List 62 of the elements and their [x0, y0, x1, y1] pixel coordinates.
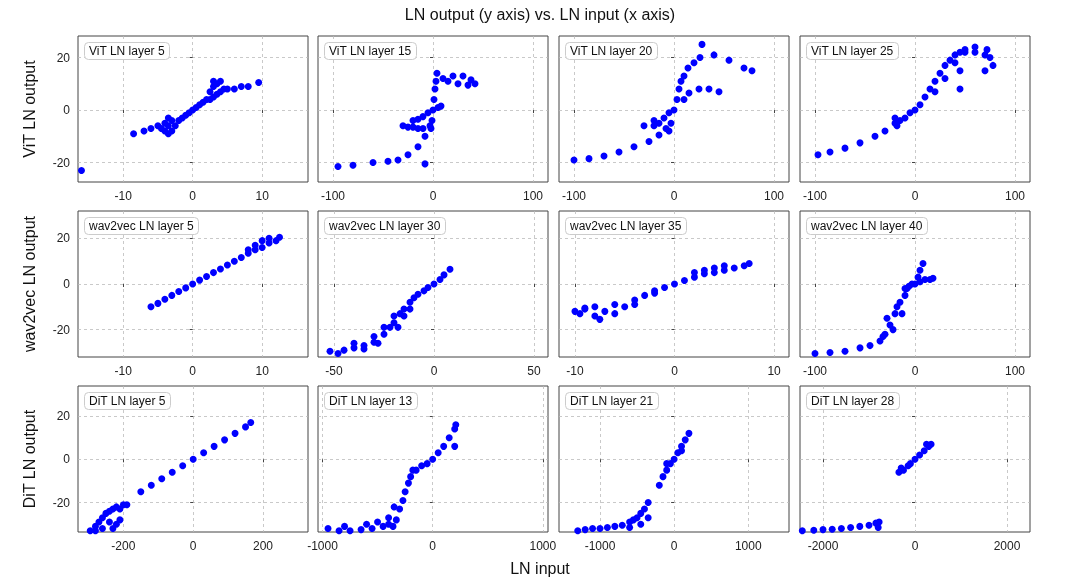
x-tick-label: 1000 — [529, 539, 557, 553]
text: ViT LN layer 25 — [811, 44, 894, 58]
x-tick-label: 0 — [429, 189, 437, 203]
y-tick-label: 0 — [63, 103, 71, 118]
y-tick-label: 20 — [56, 50, 71, 65]
x-tick-label: 0 — [670, 189, 678, 203]
text: DiT LN layer 21 — [570, 394, 654, 408]
y-tick-label: -20 — [52, 495, 71, 510]
text: wav2vec LN layer 30 — [328, 219, 441, 233]
y-tick-label: 0 — [63, 277, 71, 291]
x-tick-label: -100 — [561, 189, 587, 203]
x-tick-label: 50 — [527, 364, 541, 378]
y-axis-title: ViT LN output — [21, 60, 39, 158]
text: ViT LN layer 15 — [329, 44, 412, 58]
x-tick-label: 0 — [189, 189, 197, 203]
x-tick-label: -10 — [114, 364, 133, 378]
text: wav2vec LN layer 35 — [569, 219, 682, 233]
text: ViT LN layer 5 — [89, 44, 165, 58]
x-tick-label: -50 — [325, 364, 343, 378]
text: ViT LN layer 20 — [570, 44, 653, 58]
text: DiT LN layer 28 — [811, 394, 895, 408]
x-tick-label: 2000 — [993, 539, 1021, 553]
x-tick-label: -10 — [566, 364, 584, 378]
x-tick-label: 0 — [670, 539, 678, 553]
x-tick-label: 0 — [189, 539, 197, 553]
x-tick-label: 100 — [1004, 189, 1026, 203]
x-tick-label: 100 — [1004, 364, 1026, 378]
y-tick-label: 20 — [56, 231, 71, 246]
x-tick-label: 10 — [255, 364, 270, 378]
x-tick-label: -1000 — [307, 539, 339, 553]
y-tick-label: -20 — [52, 155, 71, 170]
x-tick-label: 0 — [430, 364, 438, 378]
y-tick-label: -20 — [52, 322, 71, 337]
x-tick-label: -100 — [320, 189, 346, 203]
x-tick-label: 1000 — [734, 539, 762, 553]
x-tick-label: -2000 — [807, 539, 839, 553]
x-tick-label: -200 — [111, 539, 136, 553]
x-tick-label: 0 — [429, 539, 437, 553]
x-tick-label: -1000 — [584, 539, 616, 553]
y-tick-label: 20 — [56, 409, 71, 424]
text: wav2vec LN layer 5 — [88, 219, 195, 233]
y-axis-title: DiT LN output — [21, 409, 39, 509]
text: LN output (y axis) vs. LN input (x axis) — [403, 6, 677, 24]
y-tick-label: 0 — [63, 452, 71, 467]
text: DiT LN layer 5 — [89, 394, 166, 408]
text: wav2vec LN layer 40 — [810, 219, 923, 233]
x-tick-label: 100 — [763, 189, 785, 203]
x-tick-label: 0 — [911, 364, 919, 378]
x-tick-label: 100 — [522, 189, 544, 203]
x-tick-label: 10 — [767, 364, 782, 378]
x-tick-label: 0 — [671, 364, 679, 378]
x-tick-label: -10 — [114, 189, 133, 203]
y-axis-title: wav2vec LN output — [21, 215, 39, 353]
x-tick-label: -100 — [802, 189, 828, 203]
x-tick-label: 10 — [255, 189, 270, 203]
x-axis-title: LN input — [509, 560, 571, 578]
x-tick-label: 0 — [911, 539, 919, 553]
x-tick-label: 200 — [252, 539, 274, 553]
x-tick-label: 0 — [189, 364, 197, 378]
x-tick-label: 0 — [911, 189, 919, 203]
text: DiT LN layer 13 — [329, 394, 413, 408]
x-tick-label: -100 — [802, 364, 828, 378]
